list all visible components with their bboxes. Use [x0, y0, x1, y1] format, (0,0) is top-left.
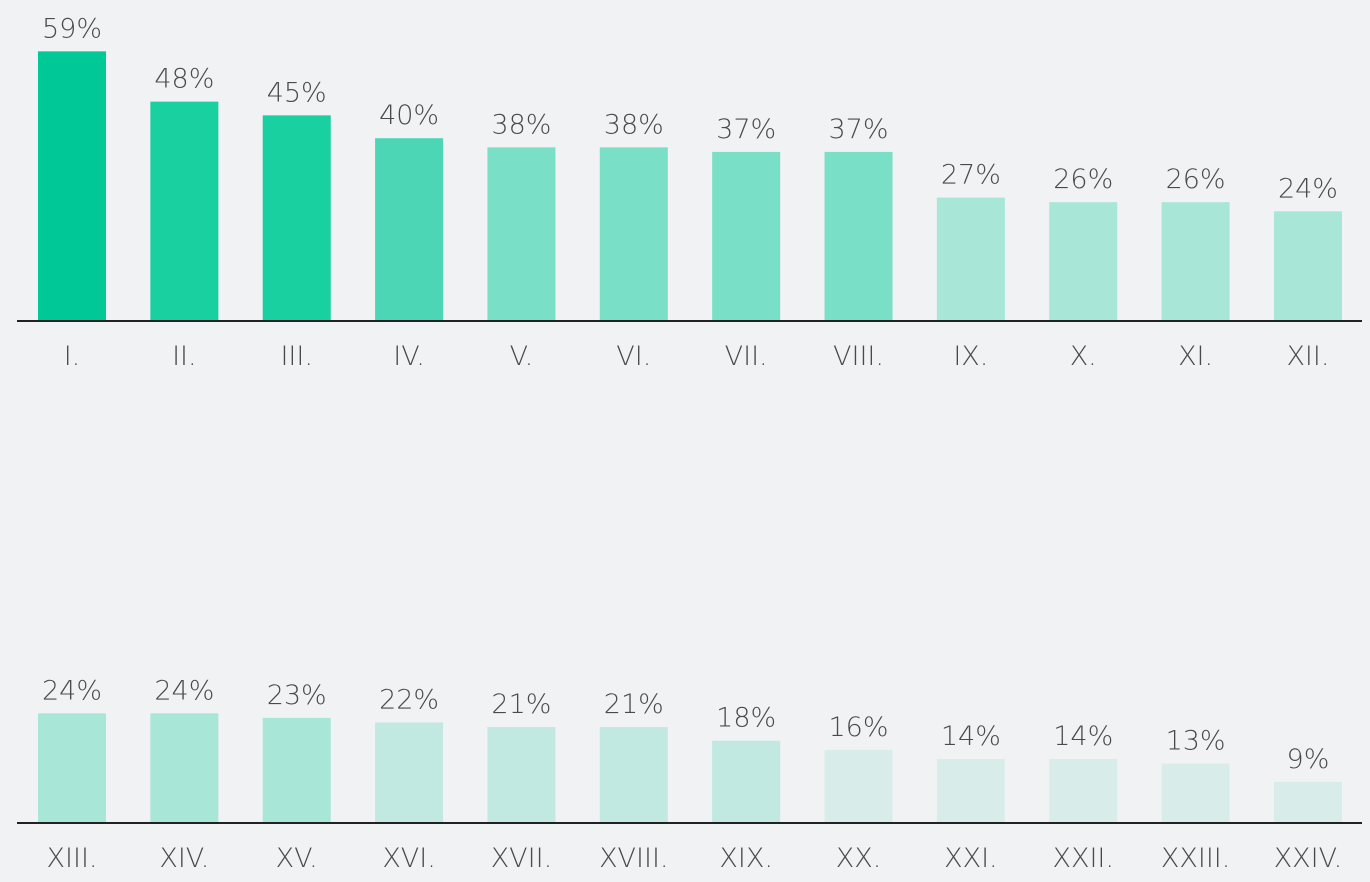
- x-tick-label: XIX.: [719, 843, 773, 874]
- x-tick-label: IX.: [953, 341, 988, 372]
- data-label: 24%: [154, 675, 214, 706]
- x-tick-label: XIII.: [47, 843, 98, 874]
- data-label: 24%: [42, 675, 102, 706]
- x-tick-label: VIII.: [833, 341, 884, 372]
- data-label: 38%: [491, 109, 551, 140]
- data-label: 14%: [1053, 721, 1113, 752]
- x-tick-label: IV.: [393, 341, 425, 372]
- bar: [1273, 781, 1342, 823]
- data-label: 48%: [154, 64, 214, 95]
- bar: [150, 101, 219, 321]
- bar: [1161, 202, 1230, 321]
- data-label: 13%: [1166, 726, 1226, 757]
- x-tick-label: VII.: [725, 341, 768, 372]
- data-label: 16%: [829, 712, 889, 743]
- bar: [1049, 759, 1118, 823]
- data-label: 37%: [716, 114, 776, 145]
- data-label: 9%: [1287, 744, 1330, 775]
- data-label: 26%: [1053, 164, 1113, 195]
- x-tick-label: XX.: [836, 843, 882, 874]
- bar: [487, 147, 556, 321]
- x-tick-label: XI.: [1178, 341, 1213, 372]
- x-tick-label: XVII.: [491, 843, 552, 874]
- x-tick-label: XVIII.: [599, 843, 668, 874]
- data-label: 59%: [42, 13, 102, 44]
- bar: [38, 713, 106, 823]
- data-label: 38%: [604, 109, 664, 140]
- data-label: 37%: [829, 114, 889, 145]
- x-tick-label: XIV.: [159, 843, 209, 874]
- bar: [936, 197, 1005, 321]
- bar: [599, 727, 668, 823]
- bar: [936, 759, 1005, 823]
- data-label: 18%: [716, 703, 776, 734]
- data-label: 24%: [1278, 173, 1338, 204]
- data-label: 45%: [267, 77, 327, 108]
- bar: [824, 749, 893, 823]
- bar: [712, 151, 781, 321]
- bar: [712, 740, 781, 823]
- x-tick-label: II.: [172, 341, 197, 372]
- bar: [262, 115, 331, 321]
- bar: [375, 722, 444, 823]
- data-label: 14%: [941, 721, 1001, 752]
- data-label: 22%: [379, 684, 439, 715]
- bar: [824, 151, 893, 321]
- bar: [38, 51, 106, 322]
- data-label: 21%: [491, 689, 551, 720]
- bar: [487, 727, 556, 823]
- x-tick-label: VI.: [616, 341, 651, 372]
- x-tick-label: XV.: [276, 843, 318, 874]
- x-tick-label: XVI.: [382, 843, 436, 874]
- data-label: 23%: [267, 680, 327, 711]
- x-tick-label: XXI.: [944, 843, 998, 874]
- bar: [1273, 211, 1342, 321]
- data-label: 40%: [379, 100, 439, 131]
- bar: [262, 717, 331, 823]
- data-label: 27%: [941, 160, 1001, 191]
- bar: [1161, 763, 1230, 823]
- x-tick-label: X.: [1070, 341, 1097, 372]
- x-tick-label: XII.: [1286, 341, 1329, 372]
- x-tick-label: XXIV.: [1274, 843, 1343, 874]
- data-label: 21%: [604, 689, 664, 720]
- data-label: 26%: [1166, 164, 1226, 195]
- bar: [150, 713, 219, 823]
- x-tick-label: I.: [64, 341, 81, 372]
- bar: [599, 147, 668, 321]
- x-tick-label: V.: [510, 341, 534, 372]
- x-tick-label: XXIII.: [1161, 843, 1230, 874]
- x-tick-label: III.: [280, 341, 312, 372]
- bar: [1049, 202, 1118, 321]
- bar: [375, 138, 444, 321]
- x-tick-label: XXII.: [1052, 843, 1114, 874]
